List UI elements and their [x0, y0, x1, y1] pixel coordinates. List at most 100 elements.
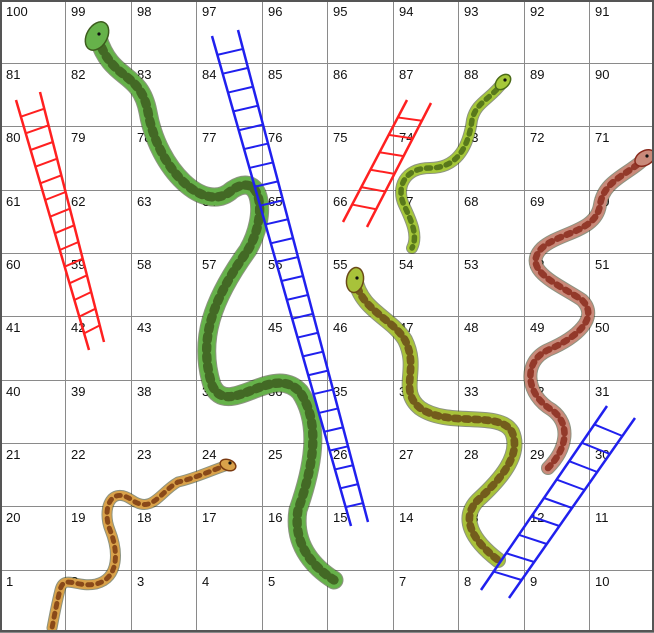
cell-68[interactable]: 68	[458, 190, 525, 254]
cell-63[interactable]: 63	[131, 190, 197, 254]
cell-46[interactable]: 46	[327, 316, 394, 381]
cell-7[interactable]: 7	[393, 570, 459, 633]
cell-67[interactable]: 67	[393, 190, 459, 254]
cell-87[interactable]: 87	[393, 63, 459, 127]
cell-13[interactable]: 13	[458, 506, 525, 571]
cell-58[interactable]: 58	[131, 253, 197, 317]
cell-47[interactable]: 47	[393, 316, 459, 381]
cell-22[interactable]: 22	[65, 443, 132, 507]
cell-64[interactable]: 64	[196, 190, 263, 254]
cell-2[interactable]: 2	[65, 570, 132, 633]
cell-78[interactable]: 78	[131, 126, 197, 191]
cell-3[interactable]: 3	[131, 570, 197, 633]
cell-11[interactable]: 11	[589, 506, 654, 571]
cell-81[interactable]: 81	[0, 63, 66, 127]
cell-57[interactable]: 57	[196, 253, 263, 317]
cell-41[interactable]: 41	[0, 316, 66, 381]
cell-21[interactable]: 21	[0, 443, 66, 507]
cell-66[interactable]: 66	[327, 190, 394, 254]
cell-50[interactable]: 50	[589, 316, 654, 381]
cell-52[interactable]: 52	[524, 253, 590, 317]
cell-86[interactable]: 86	[327, 63, 394, 127]
cell-72[interactable]: 72	[524, 126, 590, 191]
cell-27[interactable]: 27	[393, 443, 459, 507]
cell-20[interactable]: 20	[0, 506, 66, 571]
cell-38[interactable]: 38	[131, 380, 197, 444]
cell-85[interactable]: 85	[262, 63, 328, 127]
cell-24[interactable]: 24	[196, 443, 263, 507]
cell-35[interactable]: 35	[327, 380, 394, 444]
cell-69[interactable]: 69	[524, 190, 590, 254]
cell-70[interactable]: 70	[589, 190, 654, 254]
cell-31[interactable]: 31	[589, 380, 654, 444]
cell-42[interactable]: 42	[65, 316, 132, 381]
cell-62[interactable]: 62	[65, 190, 132, 254]
cell-77[interactable]: 77	[196, 126, 263, 191]
cell-93[interactable]: 93	[458, 0, 525, 64]
cell-98[interactable]: 98	[131, 0, 197, 64]
cell-61[interactable]: 61	[0, 190, 66, 254]
cell-28[interactable]: 28	[458, 443, 525, 507]
cell-89[interactable]: 89	[524, 63, 590, 127]
cell-15[interactable]: 15	[327, 506, 394, 571]
cell-79[interactable]: 79	[65, 126, 132, 191]
cell-95[interactable]: 95	[327, 0, 394, 64]
cell-96[interactable]: 96	[262, 0, 328, 64]
cell-37[interactable]: 37	[196, 380, 263, 444]
cell-17[interactable]: 17	[196, 506, 263, 571]
cell-36[interactable]: 36	[262, 380, 328, 444]
cell-9[interactable]: 9	[524, 570, 590, 633]
cell-10[interactable]: 10	[589, 570, 654, 633]
cell-33[interactable]: 33	[458, 380, 525, 444]
cell-91[interactable]: 91	[589, 0, 654, 64]
cell-94[interactable]: 94	[393, 0, 459, 64]
cell-12[interactable]: 12	[524, 506, 590, 571]
cell-1[interactable]: 1	[0, 570, 66, 633]
cell-51[interactable]: 51	[589, 253, 654, 317]
cell-99[interactable]: 99	[65, 0, 132, 64]
cell-59[interactable]: 59	[65, 253, 132, 317]
cell-26[interactable]: 26	[327, 443, 394, 507]
cell-8[interactable]: 8	[458, 570, 525, 633]
cell-71[interactable]: 71	[589, 126, 654, 191]
cell-84[interactable]: 84	[196, 63, 263, 127]
cell-44[interactable]: 44	[196, 316, 263, 381]
cell-83[interactable]: 83	[131, 63, 197, 127]
cell-100[interactable]: 100	[0, 0, 66, 64]
cell-88[interactable]: 88	[458, 63, 525, 127]
cell-29[interactable]: 29	[524, 443, 590, 507]
cell-34[interactable]: 34	[393, 380, 459, 444]
cell-43[interactable]: 43	[131, 316, 197, 381]
cell-23[interactable]: 23	[131, 443, 197, 507]
cell-45[interactable]: 45	[262, 316, 328, 381]
cell-73[interactable]: 73	[458, 126, 525, 191]
cell-48[interactable]: 48	[458, 316, 525, 381]
cell-54[interactable]: 54	[393, 253, 459, 317]
cell-82[interactable]: 82	[65, 63, 132, 127]
cell-92[interactable]: 92	[524, 0, 590, 64]
cell-6[interactable]: 6	[327, 570, 394, 633]
cell-5[interactable]: 5	[262, 570, 328, 633]
cell-14[interactable]: 14	[393, 506, 459, 571]
cell-76[interactable]: 76	[262, 126, 328, 191]
cell-56[interactable]: 56	[262, 253, 328, 317]
cell-40[interactable]: 40	[0, 380, 66, 444]
cell-80[interactable]: 80	[0, 126, 66, 191]
cell-97[interactable]: 97	[196, 0, 263, 64]
cell-55[interactable]: 55	[327, 253, 394, 317]
cell-74[interactable]: 74	[393, 126, 459, 191]
cell-75[interactable]: 75	[327, 126, 394, 191]
cell-19[interactable]: 19	[65, 506, 132, 571]
cell-32[interactable]: 32	[524, 380, 590, 444]
cell-90[interactable]: 90	[589, 63, 654, 127]
cell-49[interactable]: 49	[524, 316, 590, 381]
cell-60[interactable]: 60	[0, 253, 66, 317]
cell-4[interactable]: 4	[196, 570, 263, 633]
cell-18[interactable]: 18	[131, 506, 197, 571]
cell-25[interactable]: 25	[262, 443, 328, 507]
cell-16[interactable]: 16	[262, 506, 328, 571]
cell-65[interactable]: 65	[262, 190, 328, 254]
cell-30[interactable]: 30	[589, 443, 654, 507]
cell-53[interactable]: 53	[458, 253, 525, 317]
cell-39[interactable]: 39	[65, 380, 132, 444]
